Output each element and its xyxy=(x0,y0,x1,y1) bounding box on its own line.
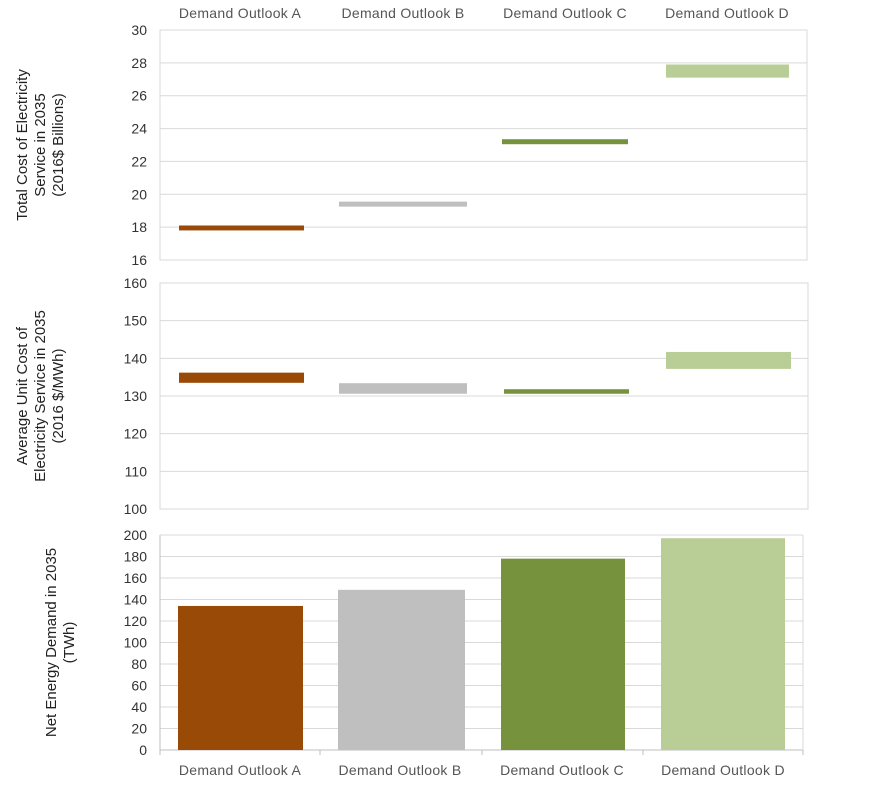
category-label-top: Demand Outlook B xyxy=(341,5,464,21)
category-label-top: Demand Outlook A xyxy=(179,5,302,21)
y-tick-label: 140 xyxy=(124,592,148,608)
y-tick-label: 120 xyxy=(124,426,148,442)
y-tick-label: 30 xyxy=(131,22,147,38)
y-axis-title-line: (2016$ Billions) xyxy=(50,93,67,196)
y-tick-label: 140 xyxy=(124,350,148,366)
bar-3 xyxy=(501,558,625,750)
range-bar-4 xyxy=(666,64,789,78)
y-tick-label: 160 xyxy=(124,275,148,291)
y-axis-title: Total Cost of ElectricityService in 2035… xyxy=(14,69,67,221)
panel-3: 0 20 40 60 80 100 120 140 160 180 200 Demand Outloo… xyxy=(43,527,804,778)
y-tick-label: 80 xyxy=(131,656,147,672)
category-label-bottom: Demand Outlook D xyxy=(661,762,785,778)
y-tick-label: 24 xyxy=(131,121,147,137)
panel-2: 100 110 120 130 140 150 160 Average Unit Cost o… xyxy=(14,275,809,517)
y-tick-label: 110 xyxy=(125,463,148,479)
y-tick-label: 28 xyxy=(131,55,147,71)
range-bar-3 xyxy=(502,139,628,145)
range-bar-2 xyxy=(339,383,467,394)
category-label-bottom: Demand Outlook A xyxy=(179,762,302,778)
y-axis-title-line: (TWh) xyxy=(61,622,78,664)
range-bar-2 xyxy=(339,201,467,207)
y-tick-label: 22 xyxy=(131,153,147,169)
bar-4 xyxy=(661,538,785,750)
category-label-top: Demand Outlook D xyxy=(665,5,789,21)
y-tick-label: 200 xyxy=(124,527,148,543)
y-tick-label: 130 xyxy=(124,388,148,404)
y-axis-title-line: Electricity Service in 2035 xyxy=(32,310,49,482)
panel-1: 16 18 20 22 24 26 28 30 Demand Outlook A Demand O… xyxy=(14,5,808,268)
plot-frame xyxy=(159,282,809,510)
y-tick-label: 26 xyxy=(131,88,147,104)
y-tick-label: 160 xyxy=(124,570,148,586)
y-axis-title: Net Energy Demand in 2035(TWh) xyxy=(43,548,78,737)
category-label-top: Demand Outlook C xyxy=(503,5,627,21)
bar-2 xyxy=(338,589,465,750)
y-tick-label: 20 xyxy=(131,721,147,737)
category-label-bottom: Demand Outlook B xyxy=(338,762,461,778)
range-bar-1 xyxy=(179,372,304,383)
y-tick-label: 60 xyxy=(131,678,147,694)
range-bar-3 xyxy=(504,389,629,394)
y-tick-label: 40 xyxy=(131,699,147,715)
y-tick-label: 100 xyxy=(124,635,148,651)
bar-1 xyxy=(178,605,303,750)
y-axis-title: Average Unit Cost ofElectricity Service … xyxy=(14,310,67,482)
y-tick-label: 150 xyxy=(124,313,148,329)
y-axis-title-line: Service in 2035 xyxy=(32,93,49,196)
y-axis-title-line: (2016 $/MWh) xyxy=(50,348,67,443)
y-tick-label: 20 xyxy=(131,186,147,202)
plot-frame xyxy=(159,29,808,261)
y-tick-label: 18 xyxy=(131,219,147,235)
y-axis-title-line: Total Cost of Electricity xyxy=(14,69,31,221)
y-tick-label: 180 xyxy=(124,549,148,565)
y-tick-label: 100 xyxy=(124,501,148,517)
category-label-bottom: Demand Outlook C xyxy=(500,762,624,778)
range-bar-1 xyxy=(179,225,304,231)
y-tick-label: 16 xyxy=(131,252,147,268)
y-tick-label: 120 xyxy=(124,613,148,629)
y-tick-label: 0 xyxy=(139,742,147,758)
y-axis-title-line: Average Unit Cost of xyxy=(14,326,31,465)
range-bar-4 xyxy=(666,351,791,369)
y-axis-title-line: Net Energy Demand in 2035 xyxy=(43,548,60,737)
